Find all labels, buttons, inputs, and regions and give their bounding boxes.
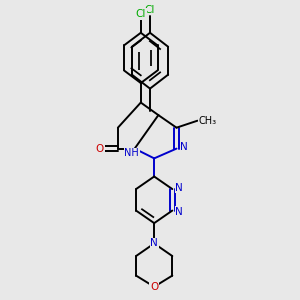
Text: CH₃: CH₃ xyxy=(199,116,217,126)
Text: O: O xyxy=(96,144,104,154)
Text: N: N xyxy=(176,207,183,217)
Text: N: N xyxy=(150,238,158,248)
Text: N: N xyxy=(176,183,183,193)
Text: NH: NH xyxy=(124,148,139,158)
Text: N: N xyxy=(181,142,188,152)
Text: Cl: Cl xyxy=(145,4,155,15)
Text: Cl: Cl xyxy=(136,9,146,19)
Text: O: O xyxy=(150,282,158,292)
